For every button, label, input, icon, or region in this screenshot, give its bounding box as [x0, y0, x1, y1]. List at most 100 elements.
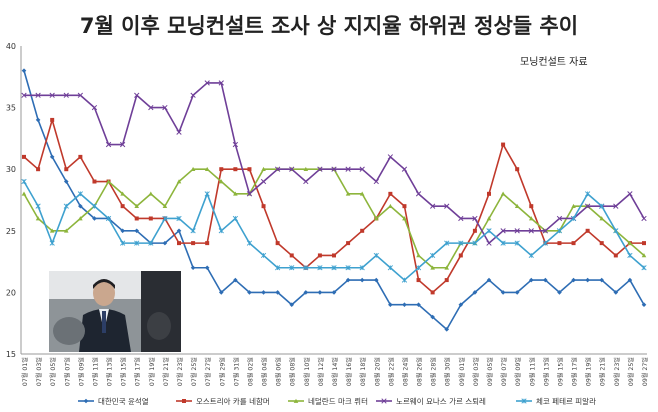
data-point: [233, 167, 238, 172]
x-tick-label: 08월 28일: [430, 357, 438, 386]
x-tick-label: 08월 22일: [387, 357, 395, 386]
data-point: [22, 154, 26, 159]
x-tick-label: 08월 14일: [331, 357, 339, 386]
series-4: [21, 80, 647, 246]
data-point: [500, 240, 506, 246]
y-tick-label: 20: [6, 288, 16, 297]
data-point: [134, 92, 140, 98]
x-tick-label: 07월 13일: [106, 357, 114, 386]
data-point: [190, 166, 196, 172]
data-point: [345, 277, 351, 283]
data-point: [500, 290, 506, 295]
data-point: [162, 203, 168, 208]
data-point: [246, 191, 253, 197]
data-point: [331, 290, 337, 295]
chart-axes: 15 20 25 30 35 40 07월 01일 07월 03일 07월 05일 07월 07일…: [6, 42, 649, 386]
data-point: [359, 166, 365, 172]
data-point: [233, 277, 238, 283]
data-point: [415, 265, 422, 271]
data-point: [190, 265, 196, 271]
data-point: [35, 203, 41, 209]
data-point: [162, 104, 168, 111]
data-point: [106, 179, 111, 184]
data-point: [514, 290, 520, 295]
x-tick-label: 07월 31일: [232, 357, 240, 386]
data-point: [218, 228, 224, 234]
x-tick-label: 09월 27일: [641, 357, 649, 386]
data-point: [317, 166, 323, 172]
data-point: [148, 240, 154, 246]
data-point: [232, 141, 239, 148]
data-point: [346, 241, 351, 246]
data-point: [176, 179, 182, 184]
data-point: [627, 240, 633, 245]
data-point: [63, 92, 69, 98]
data-point: [91, 104, 98, 111]
data-point: [275, 290, 280, 295]
data-point: [458, 253, 463, 258]
data-point: [627, 191, 633, 197]
data-point: [388, 302, 393, 308]
data-point: [345, 191, 351, 196]
x-tick-label: 08월 10일: [303, 357, 311, 386]
data-point: [289, 166, 295, 172]
x-tick-label: 07월 07일: [63, 357, 71, 386]
data-point: [345, 166, 351, 172]
x-tick-label: 08월 26일: [416, 357, 424, 386]
data-point: [584, 203, 591, 209]
data-point: [134, 216, 139, 221]
data-point: [177, 241, 181, 246]
x-tick-label: 08월 18일: [359, 357, 367, 386]
data-point: [416, 253, 421, 258]
data-point: [331, 166, 337, 172]
data-point: [585, 277, 590, 283]
data-point: [260, 178, 267, 185]
y-tick-label: 30: [6, 165, 16, 174]
data-point: [162, 240, 168, 246]
x-tick-label: 07월 29일: [218, 357, 226, 386]
legend-item: 오스트리아 카를 네함머: [176, 396, 270, 406]
x-tick-label: 07월 17일: [134, 357, 142, 386]
data-point: [218, 290, 224, 295]
data-point: [430, 265, 435, 270]
president-photo: [49, 271, 181, 352]
data-point: [487, 191, 491, 196]
data-point: [303, 178, 309, 185]
data-point: [218, 179, 224, 184]
data-point: [585, 191, 591, 197]
data-point: [191, 241, 196, 246]
data-point: [134, 240, 140, 246]
data-point: [50, 117, 55, 122]
data-point: [388, 191, 393, 196]
x-tick-label: 09월 25일: [627, 357, 635, 386]
data-point: [458, 215, 464, 222]
data-point: [190, 92, 196, 98]
data-point: [359, 191, 365, 196]
data-point: [486, 240, 492, 246]
data-point: [63, 228, 69, 233]
data-point: [120, 228, 125, 234]
data-point: [246, 240, 253, 246]
data-point: [247, 290, 252, 295]
data-point: [571, 277, 576, 283]
x-tick-label: 08월 06일: [275, 357, 283, 386]
data-point: [444, 327, 450, 332]
x-tick-label: 09월 23일: [613, 357, 621, 386]
x-tick-label: 09월 21일: [599, 357, 607, 386]
x-tick-label: 08월 30일: [444, 357, 452, 386]
x-tick-label: 08월 02일: [246, 357, 254, 386]
data-point: [105, 215, 112, 222]
x-tick-label: 08월 20일: [373, 357, 381, 386]
data-point: [415, 191, 422, 197]
data-point: [613, 290, 619, 295]
x-tick-label: 07월 03일: [35, 357, 43, 386]
data-point: [599, 203, 605, 209]
data-point: [176, 228, 182, 234]
data-point: [641, 253, 647, 258]
data-point: [472, 215, 478, 222]
x-tick-label: 09월 17일: [571, 357, 579, 386]
data-point: [373, 277, 379, 283]
legend-swatch-marker: [182, 399, 186, 403]
data-point: [458, 240, 464, 246]
data-point: [275, 265, 281, 271]
